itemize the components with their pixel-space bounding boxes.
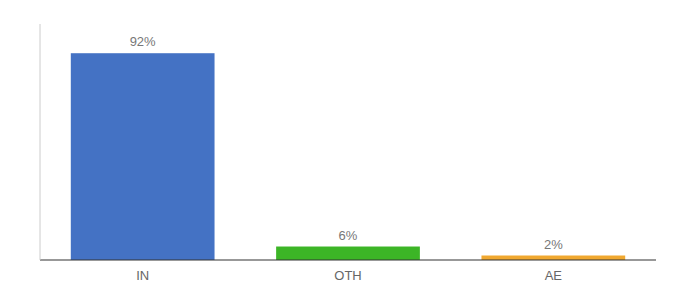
bar bbox=[481, 256, 625, 260]
y-axis-line bbox=[40, 24, 41, 260]
data-label: 92% bbox=[130, 34, 156, 49]
data-label: 2% bbox=[544, 237, 563, 252]
x-tick-label: OTH bbox=[334, 268, 361, 283]
x-tick-label: IN bbox=[136, 268, 149, 283]
bar bbox=[276, 247, 420, 260]
chart-svg: IN OTH AE 92% 6% 2% bbox=[0, 0, 680, 300]
bar bbox=[71, 53, 215, 260]
x-axis-line bbox=[40, 259, 656, 260]
x-tick-label: AE bbox=[545, 268, 563, 283]
data-label: 6% bbox=[339, 228, 358, 243]
chart-container: IN OTH AE 92% 6% 2% bbox=[0, 0, 680, 300]
bars bbox=[71, 53, 625, 260]
